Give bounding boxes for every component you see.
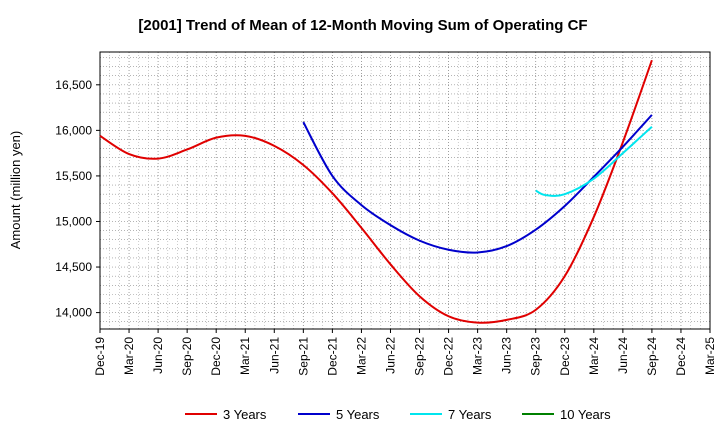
y-axis-label: Amount (million yen) bbox=[8, 131, 23, 250]
series-line-3-years bbox=[99, 59, 653, 324]
x-tick-label: Dec-19 bbox=[93, 337, 107, 376]
x-tick-label: Sep-21 bbox=[296, 337, 310, 376]
x-tick-label: Sep-24 bbox=[645, 337, 659, 376]
y-tick-label: 15,000 bbox=[55, 214, 92, 228]
legend: 3 Years 5 Years 7 Years 10 Years bbox=[185, 407, 611, 422]
x-tick-label: Dec-24 bbox=[674, 337, 688, 376]
legend-label: 3 Years bbox=[223, 407, 267, 422]
x-tick-label: Jun-22 bbox=[383, 337, 397, 374]
y-tick-label: 16,000 bbox=[55, 123, 92, 137]
x-axis: Dec-19 Mar-20 Jun-20 Sep-20 Dec-20 Mar-21 Jun-… bbox=[93, 329, 717, 376]
y-tick-label: 14,000 bbox=[55, 306, 92, 320]
x-tick-label: Mar-23 bbox=[471, 337, 485, 375]
x-tick-label: Jun-20 bbox=[151, 337, 165, 374]
y-tick-label: 15,500 bbox=[55, 169, 92, 183]
x-tick-label: Dec-21 bbox=[325, 337, 339, 376]
x-tick-label: Mar-24 bbox=[587, 337, 601, 375]
x-tick-label: Mar-25 bbox=[703, 337, 717, 375]
chart-title: [2001] Trend of Mean of 12-Month Moving … bbox=[138, 17, 587, 34]
x-tick-label: Dec-22 bbox=[442, 337, 456, 376]
x-tick-label: Jun-23 bbox=[500, 337, 514, 374]
y-tick-label: 16,500 bbox=[55, 78, 92, 92]
y-axis: 14,000 14,500 15,000 15,500 16,000 16,500 bbox=[55, 78, 100, 320]
x-tick-label: Jun-21 bbox=[267, 337, 281, 374]
series-lines bbox=[99, 59, 653, 324]
x-tick-label: Dec-20 bbox=[209, 337, 223, 376]
y-tick-label: 14,500 bbox=[55, 260, 92, 274]
series-line-5-years bbox=[302, 114, 653, 254]
x-tick-label: Mar-21 bbox=[238, 337, 252, 375]
x-tick-label: Jun-24 bbox=[616, 337, 630, 374]
x-tick-label: Sep-20 bbox=[180, 337, 194, 376]
x-tick-label: Mar-22 bbox=[354, 337, 368, 375]
series-line-7-years bbox=[535, 125, 653, 197]
grid bbox=[99, 52, 711, 329]
x-tick-label: Dec-23 bbox=[558, 337, 572, 376]
x-tick-label: Sep-22 bbox=[413, 337, 427, 376]
legend-label: 5 Years bbox=[336, 407, 380, 422]
x-tick-label: Mar-20 bbox=[122, 337, 136, 375]
x-tick-label: Sep-23 bbox=[529, 337, 543, 376]
legend-label: 7 Years bbox=[448, 407, 492, 422]
legend-label: 10 Years bbox=[560, 407, 611, 422]
plot-area bbox=[99, 51, 711, 330]
